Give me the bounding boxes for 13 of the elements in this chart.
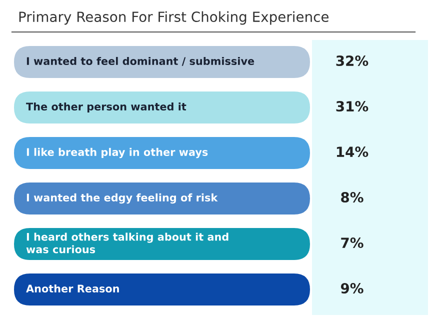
- category-label: The other person wanted it: [26, 102, 186, 113]
- data-label: 32%: [336, 56, 368, 66]
- category-label: I wanted the edgy feeling of risk: [26, 193, 218, 204]
- category-label: I like breath play in other ways: [26, 148, 208, 158]
- text: Primary Reason For First Choking Experience: [19, 11, 329, 25]
- data-label: 14%: [336, 146, 368, 158]
- data-label: 9%: [340, 283, 364, 294]
- data-label: 31%: [336, 101, 368, 112]
- category-label: Another Reason: [26, 284, 119, 293]
- data-label: 8%: [341, 192, 364, 203]
- category-label: I heard others talking about it and was curious: [26, 232, 228, 254]
- data-label: 7%: [341, 238, 364, 248]
- category-label: I wanted to feel dominant / submissive: [26, 56, 254, 66]
